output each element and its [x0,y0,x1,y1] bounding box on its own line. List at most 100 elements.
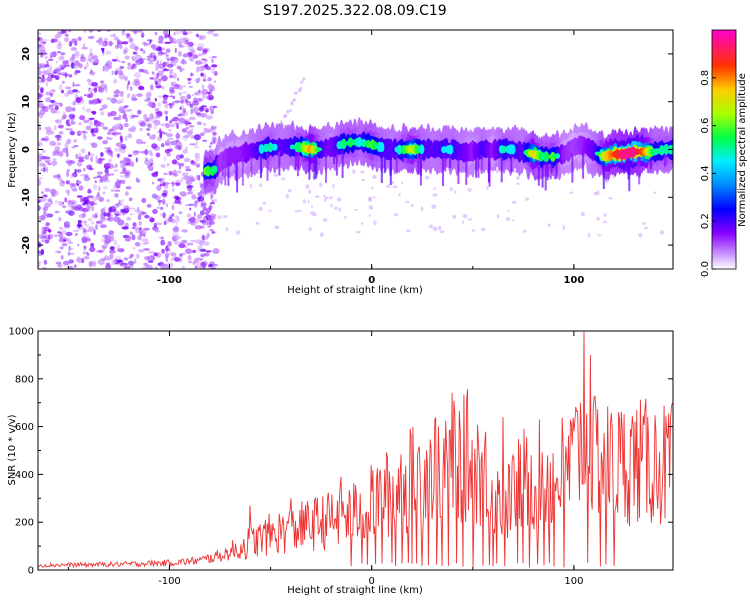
noise-blob [65,128,71,131]
noise-blob [75,97,82,104]
noise-blob [95,155,98,162]
noise-blob [69,56,75,62]
noise-blob [76,161,83,167]
colorbar-gradient [711,29,737,270]
noise-blob [73,100,76,106]
spectrogram-ytick-label: -10 [21,188,32,206]
noise-blob [132,246,136,250]
noise-blob [166,153,171,157]
noise-blob [114,193,119,198]
noise-blob [126,216,130,221]
noise-blob [197,43,205,50]
noise-blob [156,72,159,79]
noise-blob [97,157,103,164]
noise-blob [96,175,102,178]
noise-blob [94,180,97,184]
noise-blob [57,174,61,178]
noise-blob [61,180,65,184]
noise-blob [197,77,201,82]
noise-blob [180,193,184,197]
streak-blob [289,108,293,112]
noise-blob [96,171,103,175]
noise-blob [44,212,49,219]
speckle-blob [569,191,574,194]
noise-blob [211,64,218,68]
noise-blob [105,262,111,268]
noise-blob [111,259,116,266]
noise-blob [46,81,48,87]
noise-blob [169,105,173,109]
ridge-cell [272,143,278,151]
smear-cell [325,153,327,183]
speckle-blob [308,189,311,194]
noise-blob [58,217,62,222]
spectrogram-xtick-label: 100 [563,275,584,286]
speckle-blob [593,191,598,196]
noise-blob [153,252,158,257]
noise-blob [63,224,71,229]
noise-blob [83,30,87,33]
noise-blob [208,56,212,59]
noise-blob [56,69,61,73]
noise-blob [101,48,105,54]
noise-blob [114,189,121,192]
noise-blob [42,266,47,269]
noise-blob [162,212,166,219]
spectrogram-ytick-label: 20 [21,47,32,61]
noise-blob [109,110,117,117]
smear-cell [510,154,513,173]
noise-blob [193,201,198,208]
noise-blob [181,229,188,233]
noise-blob [115,89,119,92]
noise-blob [163,172,168,176]
noise-blob [136,93,143,97]
noise-blob [205,109,209,113]
noise-blob [134,45,139,52]
noise-blob [209,142,213,145]
speckle-blob [372,174,377,179]
noise-blob [138,212,142,215]
noise-blob [127,65,132,70]
noise-blob [70,47,78,51]
speckle-blob [322,218,328,222]
smear-cell [420,154,422,176]
noise-blob [178,163,182,170]
noise-blob [69,241,73,244]
noise-blob [194,265,199,269]
noise-blob [119,91,124,98]
noise-blob [170,140,178,146]
noise-blob [183,157,191,163]
smear-cell [541,161,544,188]
noise-blob [54,146,61,152]
noise-blob [178,243,186,249]
noise-blob [154,98,157,102]
noise-blob [78,169,81,172]
noise-blob [83,235,90,238]
noise-blob [39,51,47,56]
speckle-blob [236,230,241,235]
noise-blob [64,92,70,98]
noise-blob [168,120,173,124]
noise-blob [52,89,55,93]
noise-blob [59,180,66,187]
noise-blob [130,95,136,102]
smear-cell [333,151,336,164]
noise-blob [160,236,164,240]
noise-blob [133,63,137,70]
noise-blob [103,206,107,211]
speckle-blob [268,209,272,212]
noise-blob [197,46,203,51]
noise-blob [66,199,72,203]
noise-blob [138,221,142,226]
noise-blob [111,70,115,76]
noise-blob [126,83,129,91]
speckle-blob [467,218,473,221]
noise-blob [131,161,135,168]
noise-blob [179,68,185,72]
speckle-blob [334,206,338,210]
speckle-blob [373,195,376,200]
noise-blob [201,84,205,90]
noise-blob [162,94,170,98]
